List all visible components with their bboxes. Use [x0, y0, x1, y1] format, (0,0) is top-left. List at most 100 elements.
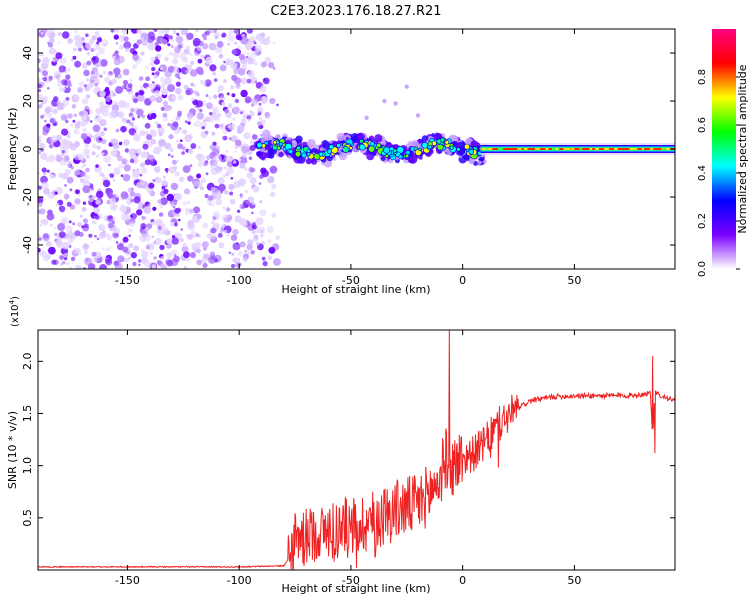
noise-dot: [92, 143, 97, 149]
signal-dot: [357, 133, 365, 141]
band-core: [548, 148, 552, 150]
noise-dot: [223, 60, 226, 64]
noise-dot: [58, 65, 66, 73]
noise-dot: [99, 74, 103, 78]
noise-dot: [70, 166, 75, 170]
noise-dot: [166, 193, 175, 202]
noise-dot: [195, 233, 200, 238]
noise-dot: [225, 156, 231, 162]
noise-dot: [110, 29, 115, 33]
noise-dot: [47, 87, 50, 90]
noise-dot: [151, 264, 156, 269]
band-core: [637, 148, 642, 150]
noise-dot: [237, 67, 246, 76]
noise-dot: [238, 53, 246, 61]
noise-dot: [195, 100, 203, 108]
noise-dot: [91, 251, 97, 257]
band-core: [650, 148, 656, 150]
signal-dot: [306, 139, 316, 148]
noise-dot: [205, 94, 209, 98]
noise-dot: [67, 113, 73, 119]
noise-dot: [262, 261, 268, 267]
noise-dot: [140, 85, 144, 89]
noise-dot: [67, 231, 75, 240]
noise-dot: [226, 62, 229, 66]
noise-dot: [185, 87, 194, 96]
noise-dot: [155, 56, 158, 60]
noise-dot: [96, 145, 101, 150]
noise-dot: [45, 240, 52, 247]
noise-dot: [133, 98, 138, 104]
noise-dot: [183, 48, 190, 55]
noise-dot: [57, 82, 63, 88]
noise-dot: [221, 101, 226, 106]
noise-dot: [125, 160, 129, 163]
noise-dot: [197, 154, 206, 163]
noise-dot: [260, 233, 264, 238]
noise-dot: [107, 192, 114, 199]
noise-dot: [123, 164, 131, 172]
noise-dot: [123, 213, 131, 221]
noise-dot: [172, 159, 177, 165]
noise-dot: [107, 73, 111, 77]
noise-dot: [267, 175, 275, 184]
noise-dot: [129, 191, 136, 197]
noise-dot: [167, 122, 171, 127]
noise-dot: [58, 172, 64, 178]
noise-dot: [128, 243, 134, 248]
noise-dot: [90, 120, 93, 123]
noise-dot: [208, 96, 213, 100]
noise-dot: [155, 121, 159, 125]
noise-dot: [172, 121, 179, 128]
noise-dot: [242, 257, 248, 262]
noise-dot: [175, 139, 179, 143]
signal-blob: [301, 152, 307, 159]
noise-dot: [226, 34, 235, 42]
figure-title: C2E3.2023.176.18.27.R21: [270, 4, 441, 19]
noise-dot: [89, 135, 93, 138]
spectrogram-x-ticks: -150 -100 -50 0 50: [115, 29, 581, 287]
noise-dot: [52, 59, 56, 62]
noise-dot: [105, 248, 110, 252]
noise-dot: [122, 68, 130, 76]
noise-dot: [146, 134, 153, 141]
noise-dot: [72, 222, 76, 226]
noise-dot: [116, 243, 124, 251]
band-core: [609, 148, 613, 150]
noise-dot: [167, 35, 171, 39]
noise-dot: [68, 160, 73, 165]
noise-dot: [209, 251, 216, 258]
noise-dot: [171, 119, 175, 123]
noise-dot: [52, 108, 58, 115]
snr-frame: [37, 329, 676, 571]
noise-dot: [123, 41, 132, 50]
noise-dot: [215, 46, 223, 54]
noise-dot: [237, 45, 242, 50]
band-core: [555, 148, 559, 150]
noise-dot: [61, 31, 70, 39]
noise-dot: [154, 166, 161, 173]
noise-dot: [102, 179, 111, 188]
noise-dot: [222, 206, 226, 210]
noise-dot: [55, 74, 61, 80]
noise-dot: [55, 239, 62, 246]
band-core: [655, 148, 662, 150]
band-core: [518, 148, 524, 150]
colorbar-tick-label: 0.2: [697, 213, 708, 229]
noise-dot: [180, 29, 189, 34]
noise-dot: [78, 81, 85, 87]
band-core: [487, 148, 493, 150]
noise-dot: [181, 146, 186, 151]
noise-dot: [171, 39, 175, 43]
noise-dot: [164, 56, 169, 62]
noise-dot: [85, 258, 89, 262]
noise-dot: [58, 87, 64, 93]
noise-dot: [176, 32, 180, 36]
noise-dot: [86, 51, 91, 56]
signal-blob: [463, 143, 470, 150]
noise-dot: [92, 219, 97, 225]
noise-dot: [57, 78, 62, 83]
noise-dot: [222, 135, 228, 141]
noise-dot: [214, 123, 220, 129]
noise-dot: [74, 29, 78, 34]
